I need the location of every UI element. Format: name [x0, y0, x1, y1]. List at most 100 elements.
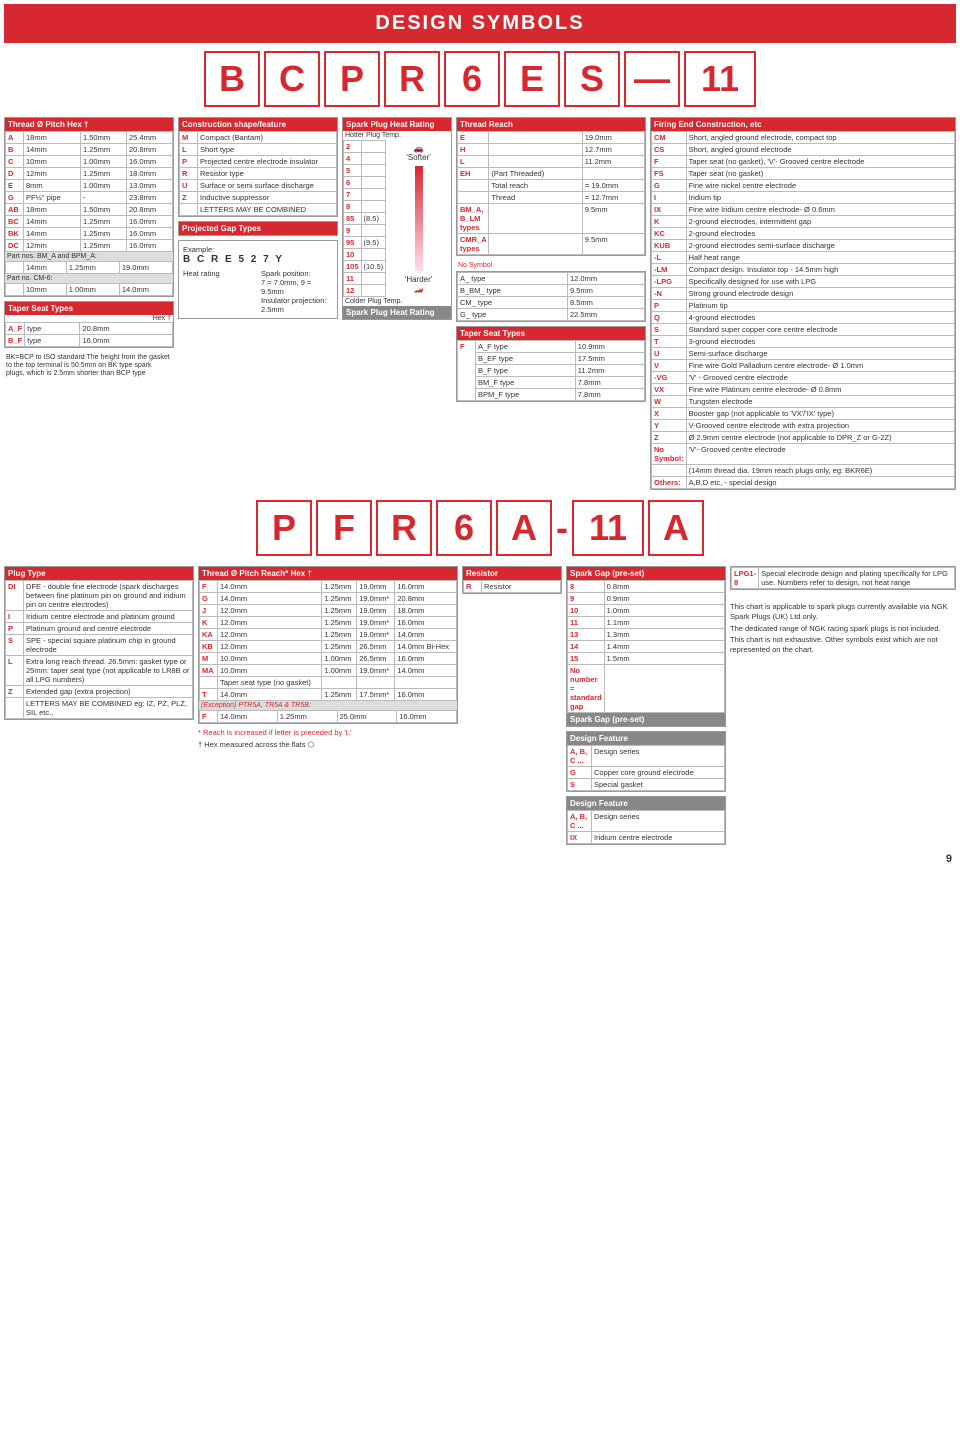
table-cell: BC: [6, 216, 24, 228]
table-cell: 1.25mm: [66, 262, 119, 274]
table-cell: PF½" pipe: [24, 192, 81, 204]
table-cell: Design series: [592, 811, 725, 832]
table-cell: [200, 677, 218, 689]
table-cell: U: [652, 348, 687, 360]
code-R: R: [384, 51, 440, 107]
table-cell: CM: [652, 132, 687, 144]
table-cell: Special gasket: [592, 779, 725, 791]
table-cell: 'V'- Grooved centre electrode: [686, 444, 954, 465]
table-cell: Taper seat (no gasket): [686, 168, 954, 180]
table-cell: Extra long reach thread. 26.5mm: gasket …: [24, 656, 193, 686]
table-cell: Ø 2.9mm centre electrode (not applicable…: [686, 432, 954, 444]
table-cell: Inductive suppressor: [198, 192, 337, 204]
table-cell: 18.0mm: [395, 605, 457, 617]
table-cell: 2: [344, 141, 362, 153]
table-cell: 11: [568, 617, 605, 629]
table-cell: C: [6, 156, 24, 168]
table-cell: P: [6, 623, 24, 635]
table-cell: 16.0mm: [397, 711, 457, 723]
code-B: B: [204, 51, 260, 107]
table-cell: 1.00mm: [322, 653, 357, 665]
table-cell: 0.8mm: [604, 581, 724, 593]
table-cell: Thread: [489, 192, 582, 204]
table-cell: -VG: [652, 372, 687, 384]
thread-reach-table: Thread Reach E19.0mmH12.7mmL11.2mmEH(Par…: [456, 117, 646, 256]
table-cell: [361, 165, 386, 177]
table-cell: [357, 677, 395, 689]
table-cell: 16.0mm: [80, 335, 173, 347]
code2-A: A: [496, 500, 552, 556]
table-cell: [604, 665, 724, 713]
table-cell: 16.0mm: [395, 653, 457, 665]
table-cell: E: [458, 132, 489, 144]
table-cell: 1.0mm: [604, 605, 724, 617]
projected-gap-types: Projected Gap Types: [178, 221, 338, 236]
table-cell: [6, 698, 24, 719]
code-E: E: [504, 51, 560, 107]
table-cell: [361, 225, 386, 237]
hex-icon: ⬡: [308, 740, 315, 749]
design-feature-2: Design Feature A, B, C ...Design seriesI…: [566, 796, 726, 845]
table-cell: [322, 677, 357, 689]
table-cell: Z: [652, 432, 687, 444]
table-cell: 2-ground electrodes, intermittent gap: [686, 216, 954, 228]
table-cell: T: [652, 336, 687, 348]
table-cell: 18mm: [24, 204, 81, 216]
table-cell: 14mm: [24, 144, 81, 156]
taper-seat-left: Taper Seat Types Hex † A_Ftype20.8mmB_Ft…: [4, 301, 174, 348]
table-cell: V-Grooved centre electrode with extra pr…: [686, 420, 954, 432]
table-cell: [361, 141, 386, 153]
table-cell: F: [200, 711, 218, 723]
table-cell: U: [180, 180, 198, 192]
table-cell: (14mm thread dia. 19mm reach plugs only,…: [686, 465, 954, 477]
table-cell: 9: [568, 593, 605, 605]
disclaimer: This chart is applicable to spark plugs …: [730, 602, 956, 655]
table-cell: 'V' - Grooved centre electrode: [686, 372, 954, 384]
table-cell: [489, 144, 582, 156]
table-cell: Taper seat (no gasket), 'V'- Grooved cen…: [686, 156, 954, 168]
table-cell: 4-ground electrodes: [686, 312, 954, 324]
thread-diameter-table: Thread Ø Pitch Hex † A18mm1.50mm25.4mmB1…: [4, 117, 174, 297]
table-cell: B_F: [6, 335, 25, 347]
table-cell: Taper seat type (no gasket): [218, 677, 322, 689]
table-cell: 10mm: [24, 284, 67, 296]
table-cell: SPE - special square platinum chip in gr…: [24, 635, 193, 656]
bk-note: BK=BCP to ISO standard The height from t…: [4, 352, 174, 380]
table-cell: 4: [344, 153, 362, 165]
code2-6: 6: [436, 500, 492, 556]
table-cell: 22.5mm: [568, 309, 645, 321]
table-cell: 18mm: [24, 132, 81, 144]
table-cell: P: [180, 156, 198, 168]
table-cell: Standard super copper core centre electr…: [686, 324, 954, 336]
table-cell: 15: [568, 653, 605, 665]
table-cell: 19.0mm: [119, 262, 172, 274]
table-cell: Half heat range: [686, 252, 954, 264]
table-cell: Strong ground electrode design: [686, 288, 954, 300]
table-cell: 1.25mm: [80, 240, 126, 252]
table-cell: R: [180, 168, 198, 180]
table-cell: 11: [344, 273, 362, 285]
table-cell: 9: [344, 225, 362, 237]
table-cell: 14mm: [24, 262, 67, 274]
table-cell: -N: [652, 288, 687, 300]
table-cell: 14.0mm: [119, 284, 172, 296]
code-6: 6: [444, 51, 500, 107]
table-cell: Specifically designed for use with LPG: [686, 276, 954, 288]
table-cell: [489, 204, 582, 234]
table-cell: 14.0mm: [218, 593, 322, 605]
table-cell: 1.25mm: [322, 629, 357, 641]
table-cell: 14: [568, 641, 605, 653]
table-cell: Booster gap (not applicable to 'VX'/'IX'…: [686, 408, 954, 420]
table-cell: 1.25mm: [322, 617, 357, 629]
table-cell: 1.25mm: [322, 605, 357, 617]
table-cell: Design series: [592, 746, 725, 767]
table-cell: 25.0mm: [337, 711, 397, 723]
table-cell: B: [6, 144, 24, 156]
top-columns: Thread Ø Pitch Hex † A18mm1.50mm25.4mmB1…: [4, 117, 956, 494]
table-cell: BM_A, B_LM types: [458, 204, 489, 234]
table-cell: 1.25mm: [322, 593, 357, 605]
code-S: S: [564, 51, 620, 107]
table-cell: V: [652, 360, 687, 372]
table-cell: G: [200, 593, 218, 605]
table-cell: 3-ground electrodes: [686, 336, 954, 348]
